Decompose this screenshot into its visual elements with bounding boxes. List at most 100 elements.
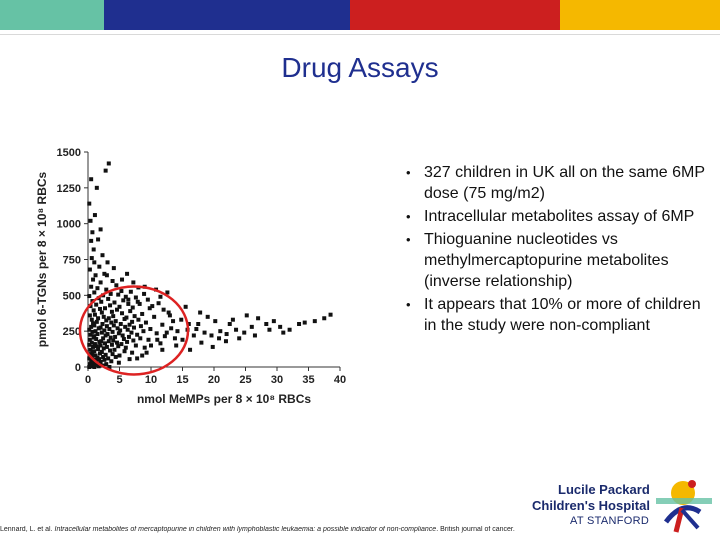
data-point: [191, 333, 196, 338]
logo-line-1: Lucile Packard: [558, 482, 650, 497]
data-point: [104, 344, 109, 349]
data-point: [97, 264, 102, 269]
data-point: [120, 311, 125, 316]
x-tick-label: 5: [116, 374, 122, 386]
x-tick-label: 0: [85, 374, 91, 386]
data-point: [103, 341, 108, 346]
data-point: [115, 326, 120, 331]
data-point: [125, 339, 130, 344]
data-point: [107, 327, 112, 332]
data-point: [137, 301, 142, 306]
data-point: [98, 227, 103, 232]
top-color-bar: [0, 0, 720, 30]
data-point: [126, 301, 131, 306]
data-point: [116, 292, 121, 297]
x-tick-label: 30: [271, 374, 283, 386]
data-point: [158, 294, 163, 299]
child-figure-icon: [656, 480, 712, 533]
data-point: [108, 335, 113, 340]
data-point: [169, 326, 174, 331]
data-point: [180, 337, 185, 342]
citation: Lennard, L. et al. Intracellular metabol…: [0, 526, 610, 534]
data-point: [95, 286, 100, 291]
data-point: [92, 342, 97, 347]
data-point: [140, 311, 145, 316]
data-point: [256, 316, 261, 321]
data-point: [118, 328, 123, 333]
data-point: [186, 322, 191, 326]
data-point: [87, 365, 92, 369]
data-point: [156, 301, 161, 306]
data-point: [135, 356, 140, 361]
data-point: [142, 291, 147, 296]
data-point: [121, 337, 126, 342]
data-point: [167, 313, 172, 318]
data-point: [89, 177, 94, 182]
data-point: [112, 300, 117, 305]
data-point: [140, 353, 145, 358]
data-point: [87, 327, 92, 332]
data-point: [94, 344, 99, 349]
data-point: [98, 359, 103, 364]
data-point: [160, 322, 165, 327]
data-point: [90, 230, 95, 235]
scatter-chart: 0 250 500 750 1000 1250 1500 0 5 10 15 20 25 30 35 40 nm…: [35, 147, 346, 406]
data-point: [133, 295, 138, 300]
data-point: [103, 306, 108, 311]
data-point: [175, 329, 180, 334]
y-tick-label: 500: [63, 290, 81, 302]
data-point: [99, 310, 104, 315]
data-point: [141, 329, 146, 334]
y-axis-label: pmol 6-TGNs per 8 × 10⁸ RBCs: [35, 171, 49, 347]
data-point: [125, 271, 130, 276]
bullet-item: Intracellular metabolites assay of 6MP: [400, 206, 705, 227]
data-point: [210, 344, 215, 349]
data-point: [122, 316, 127, 321]
data-point: [129, 330, 134, 335]
data-point: [130, 319, 135, 324]
data-point: [267, 327, 272, 332]
data-point: [145, 297, 150, 302]
data-point: [271, 319, 276, 324]
bullet-item: It appears that 10% or more of children …: [400, 294, 705, 336]
data-point: [130, 305, 135, 310]
data-point: [106, 161, 111, 166]
data-point: [119, 342, 124, 347]
data-point: [179, 317, 184, 322]
data-point: [100, 322, 105, 326]
data-point: [94, 185, 99, 190]
data-point: [213, 319, 218, 324]
data-point: [281, 330, 286, 335]
y-tick-label: 1000: [57, 219, 81, 231]
data-point: [120, 333, 125, 338]
citation-title: Intracellular metabolites of mercaptopur…: [54, 526, 437, 533]
data-point: [224, 332, 229, 337]
bullet-text: 327 children in UK all on the same 6MP d…: [424, 164, 705, 202]
data-point: [87, 201, 92, 206]
data-point: [98, 343, 103, 348]
bullet-text: Intracellular metabolites assay of 6MP: [424, 208, 695, 225]
data-point: [155, 337, 160, 342]
data-point: [111, 338, 116, 343]
data-point: [123, 345, 128, 350]
data-point: [128, 309, 133, 314]
data-point: [130, 350, 135, 355]
data-point: [92, 260, 97, 265]
data-point: [89, 340, 94, 345]
data-point: [111, 323, 116, 328]
data-point: [100, 253, 105, 258]
data-point: [90, 329, 95, 334]
data-point: [244, 313, 249, 318]
data-point: [264, 322, 269, 326]
annotation-circle: [78, 285, 190, 376]
data-point: [131, 325, 136, 330]
data-point: [88, 332, 93, 337]
x-axis-label: nmol MeMPs per 8 × 10⁸ RBCs: [137, 392, 311, 406]
data-point: [146, 337, 151, 342]
bullet-text: It appears that 10% or more of children …: [424, 296, 701, 334]
data-point: [90, 350, 95, 355]
data-point: [131, 338, 136, 343]
data-point: [199, 340, 204, 345]
data-point: [92, 365, 97, 369]
data-point: [148, 327, 153, 332]
